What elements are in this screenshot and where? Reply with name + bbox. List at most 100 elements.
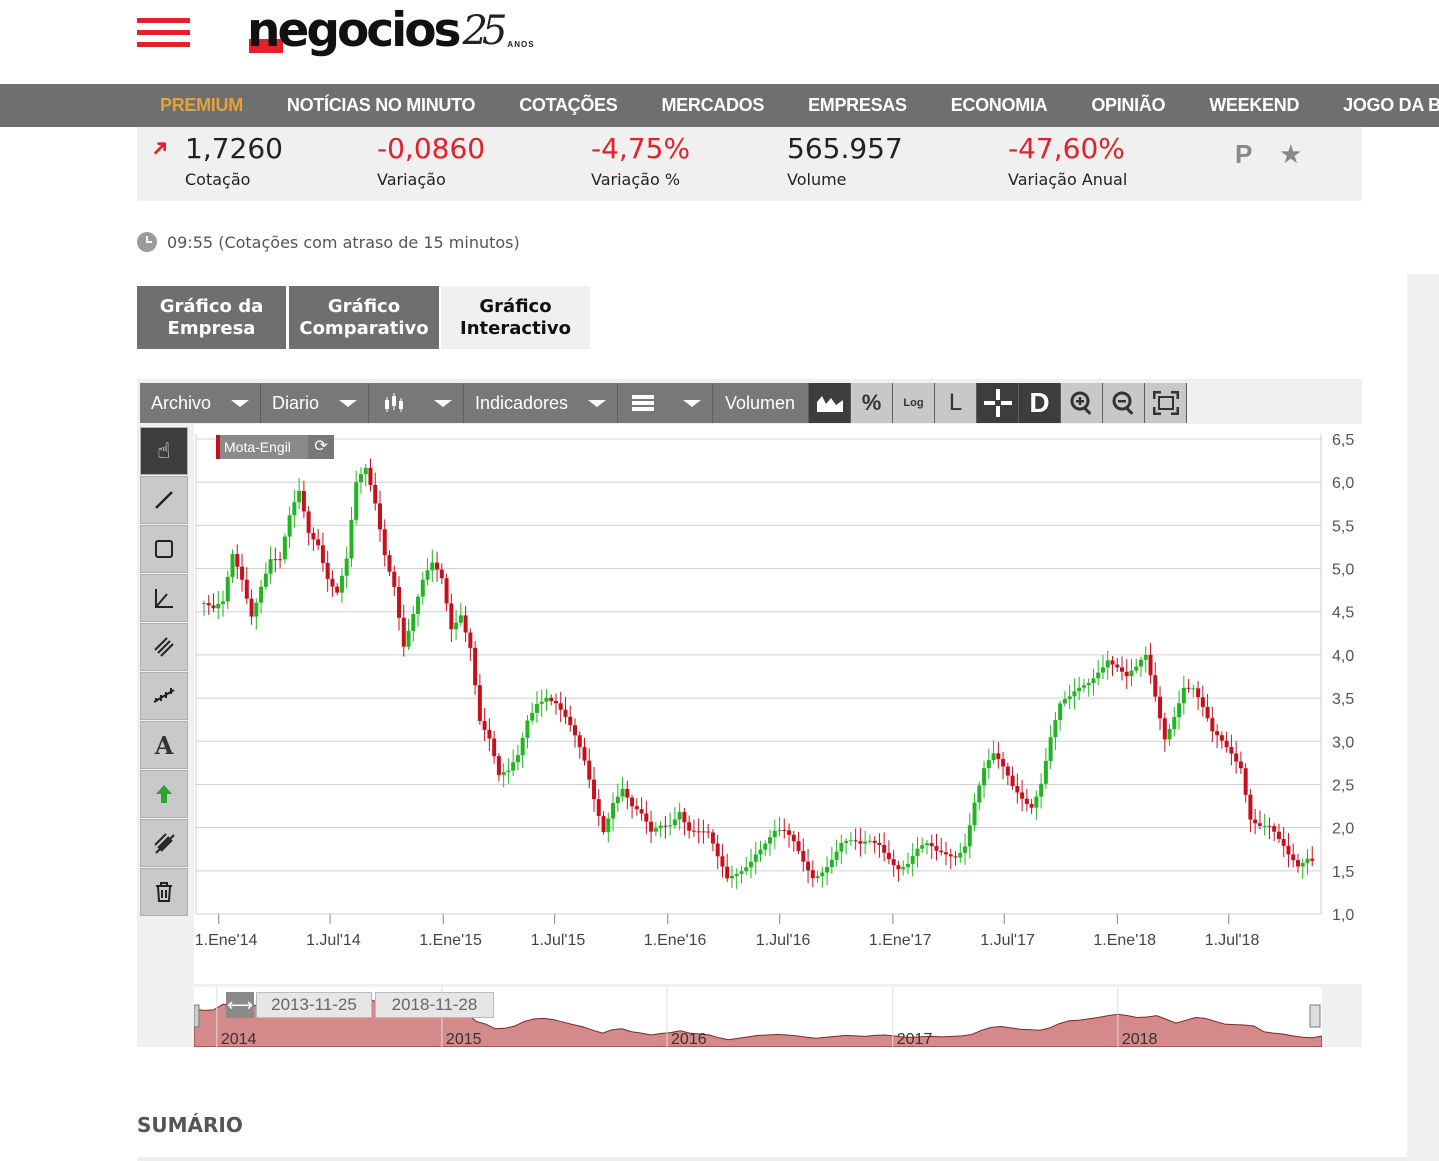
- candle-body: [382, 529, 387, 556]
- candle-body: [1001, 758, 1006, 767]
- range-from-input[interactable]: 2013-11-25: [256, 992, 372, 1018]
- candle-body: [1286, 845, 1291, 855]
- candle-body: [1091, 678, 1096, 684]
- angle-tool[interactable]: [140, 574, 188, 622]
- archivo-menu[interactable]: Archivo: [140, 383, 261, 423]
- candle-body: [958, 852, 963, 858]
- area-chart-button[interactable]: [809, 383, 851, 423]
- percent-button[interactable]: %: [851, 383, 893, 423]
- candle-body: [1272, 826, 1277, 832]
- refresh-icon[interactable]: ⟳: [308, 435, 334, 459]
- log-label: Log: [903, 397, 924, 409]
- crosshair-button[interactable]: [977, 383, 1019, 423]
- line-tool[interactable]: [140, 476, 188, 524]
- navigator-handle-right[interactable]: [1309, 1004, 1321, 1028]
- zoom-in-button[interactable]: [1061, 383, 1103, 423]
- chart-type-select[interactable]: [369, 383, 464, 423]
- price-chart[interactable]: 6,5 6,0 5,5 5,0 4,5 4,0 3,5 3,0 2,5 2,0 1,5 1,0 1.E…: [194, 424, 1362, 984]
- nav-premium[interactable]: PREMIUM: [160, 95, 243, 115]
- candle-body: [1067, 696, 1072, 700]
- candle-body: [1139, 659, 1144, 667]
- layout-select[interactable]: [618, 383, 713, 423]
- archivo-label: Archivo: [151, 392, 212, 413]
- portfolio-favorite-buttons[interactable]: P ★: [1235, 139, 1313, 169]
- candle-body: [639, 809, 644, 814]
- candle-body: [1158, 696, 1163, 719]
- range-navigator[interactable]: 2014 2015 2016 2017 2018 ⟷ 2013-11-25 2018-1…: [193, 987, 1323, 1048]
- nav-opiniao[interactable]: OPINIÃO: [1091, 95, 1166, 115]
- candle-body: [335, 586, 340, 593]
- trash-icon: [156, 882, 172, 902]
- main-nav: PREMIUM NOTÍCIAS NO MINUTO COTAÇÕES MERC…: [0, 84, 1439, 127]
- candle-body: [1086, 683, 1091, 686]
- period-select[interactable]: Diario: [261, 383, 369, 423]
- candle-body: [416, 596, 421, 614]
- fibonacci-tool[interactable]: [140, 672, 188, 720]
- navigator-svg: 2014 2015 2016 2017 2018: [193, 987, 1323, 1048]
- candle-body: [986, 760, 991, 769]
- candle-body: [720, 856, 725, 867]
- tab-grafico-comparativo[interactable]: Gráfico Comparativo: [289, 286, 439, 349]
- eraser-tool[interactable]: [140, 819, 188, 867]
- candle-body: [1219, 735, 1224, 741]
- candle-body: [834, 851, 839, 860]
- down-arrow-icon: ➜: [144, 132, 176, 164]
- candle-body: [563, 709, 568, 717]
- series-legend[interactable]: Mota-Engil ⟳: [216, 435, 334, 459]
- candle-body: [1048, 737, 1053, 761]
- candle-body: [1234, 753, 1239, 762]
- nav-noticias[interactable]: NOTÍCIAS NO MINUTO: [286, 95, 476, 115]
- change-pct-label: Variação %: [591, 170, 681, 189]
- navigator-handle-left[interactable]: [193, 1004, 200, 1028]
- pointer-tool[interactable]: ☝: [140, 427, 188, 475]
- candle-body: [1119, 667, 1124, 672]
- candle-body: [634, 806, 639, 810]
- tab-grafico-interactivo[interactable]: Gráfico Interactivo: [441, 286, 590, 349]
- nav-empresas[interactable]: EMPRESAS: [808, 95, 907, 115]
- volume-toggle[interactable]: Volumen: [713, 383, 809, 423]
- candle-body: [525, 720, 530, 738]
- text-tool[interactable]: A: [140, 721, 188, 769]
- rectangle-tool[interactable]: [140, 525, 188, 573]
- candle-body: [991, 753, 996, 761]
- candle-body: [454, 622, 459, 630]
- candle-body: [820, 872, 825, 877]
- candle-body: [501, 771, 506, 776]
- arrow-up-icon: [156, 785, 172, 803]
- d-button[interactable]: D: [1019, 383, 1061, 423]
- l-button[interactable]: L: [935, 383, 977, 423]
- logo-text: negocios: [247, 3, 462, 58]
- candle-body: [397, 586, 402, 618]
- menu-icon[interactable]: [137, 18, 190, 48]
- range-resize-icon[interactable]: ⟷: [226, 992, 254, 1018]
- annual-value: -47,60%: [1008, 132, 1125, 165]
- nav-jogo-da-bolsa[interactable]: JOGO DA BOLSA: [1343, 95, 1439, 115]
- channel-tool[interactable]: [140, 623, 188, 671]
- tab-grafico-empresa[interactable]: Gráfico da Empresa: [137, 286, 286, 349]
- candle-body: [1072, 691, 1077, 697]
- candle-body: [1238, 761, 1243, 769]
- zoom-out-button[interactable]: [1103, 383, 1145, 423]
- nav-weekend[interactable]: WEEKEND: [1209, 95, 1300, 115]
- delete-tool[interactable]: [140, 868, 188, 916]
- candle-body: [625, 788, 630, 798]
- navigator-year-label: 2014: [221, 1031, 257, 1047]
- nav-economia[interactable]: ECONOMIA: [950, 95, 1048, 115]
- fit-button[interactable]: [1145, 383, 1187, 423]
- candle-body: [924, 843, 929, 846]
- nav-cotacoes[interactable]: COTAÇÕES: [519, 95, 618, 115]
- log-button[interactable]: Log: [893, 383, 935, 423]
- candle-body: [539, 701, 544, 704]
- text-icon: A: [154, 730, 174, 760]
- candle-body: [1024, 798, 1029, 804]
- candle-body: [377, 503, 382, 530]
- candle-body: [254, 602, 259, 617]
- candle-body: [458, 615, 463, 623]
- y-tick-label: 3,5: [1332, 691, 1354, 708]
- nav-mercados[interactable]: MERCADOS: [661, 95, 765, 115]
- arrow-tool[interactable]: [140, 770, 188, 818]
- indicators-menu[interactable]: Indicadores: [464, 383, 618, 423]
- range-to-input[interactable]: 2018-11-28: [375, 992, 494, 1018]
- candle-body: [649, 821, 654, 832]
- site-logo[interactable]: negocios 25 ANOS: [247, 2, 535, 60]
